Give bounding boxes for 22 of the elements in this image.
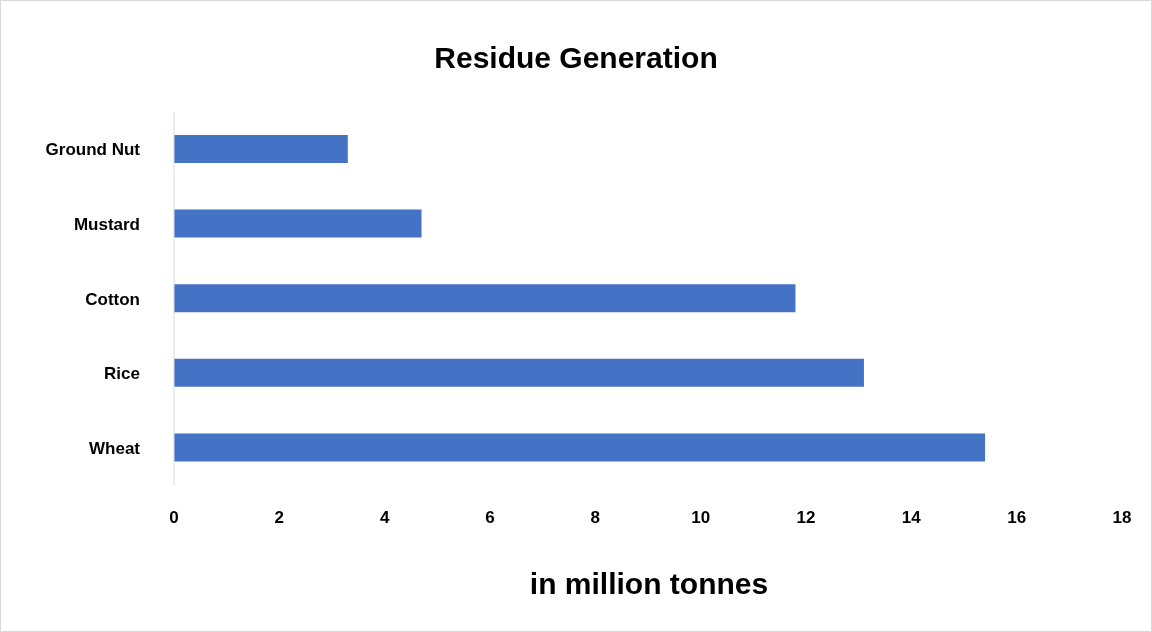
y-tick-label: Ground Nut [45, 140, 141, 160]
bar [174, 433, 986, 462]
bar [174, 358, 864, 387]
x-tick-label: 12 [796, 508, 816, 528]
bar [174, 284, 796, 313]
y-tick-label: Wheat [89, 438, 141, 458]
x-tick-label: 0 [169, 508, 179, 528]
bar [174, 209, 422, 238]
x-tick-label: 6 [485, 508, 495, 528]
x-axis-title: in million tonnes [528, 567, 770, 601]
x-tick-label: 18 [1112, 508, 1132, 528]
x-tick-label: 4 [379, 508, 390, 528]
x-tick-label: 8 [590, 508, 601, 528]
x-tick-label: 10 [691, 508, 711, 528]
bar [174, 135, 348, 163]
x-tick-label: 14 [901, 508, 922, 528]
x-tick-label: 2 [274, 508, 285, 528]
y-tick-label: Mustard [73, 214, 140, 234]
y-tick-label: Rice [104, 364, 140, 384]
chart-title: Residue Generation [433, 41, 719, 75]
y-tick-label: Cotton [85, 289, 140, 309]
x-tick-label: 16 [1007, 508, 1027, 528]
